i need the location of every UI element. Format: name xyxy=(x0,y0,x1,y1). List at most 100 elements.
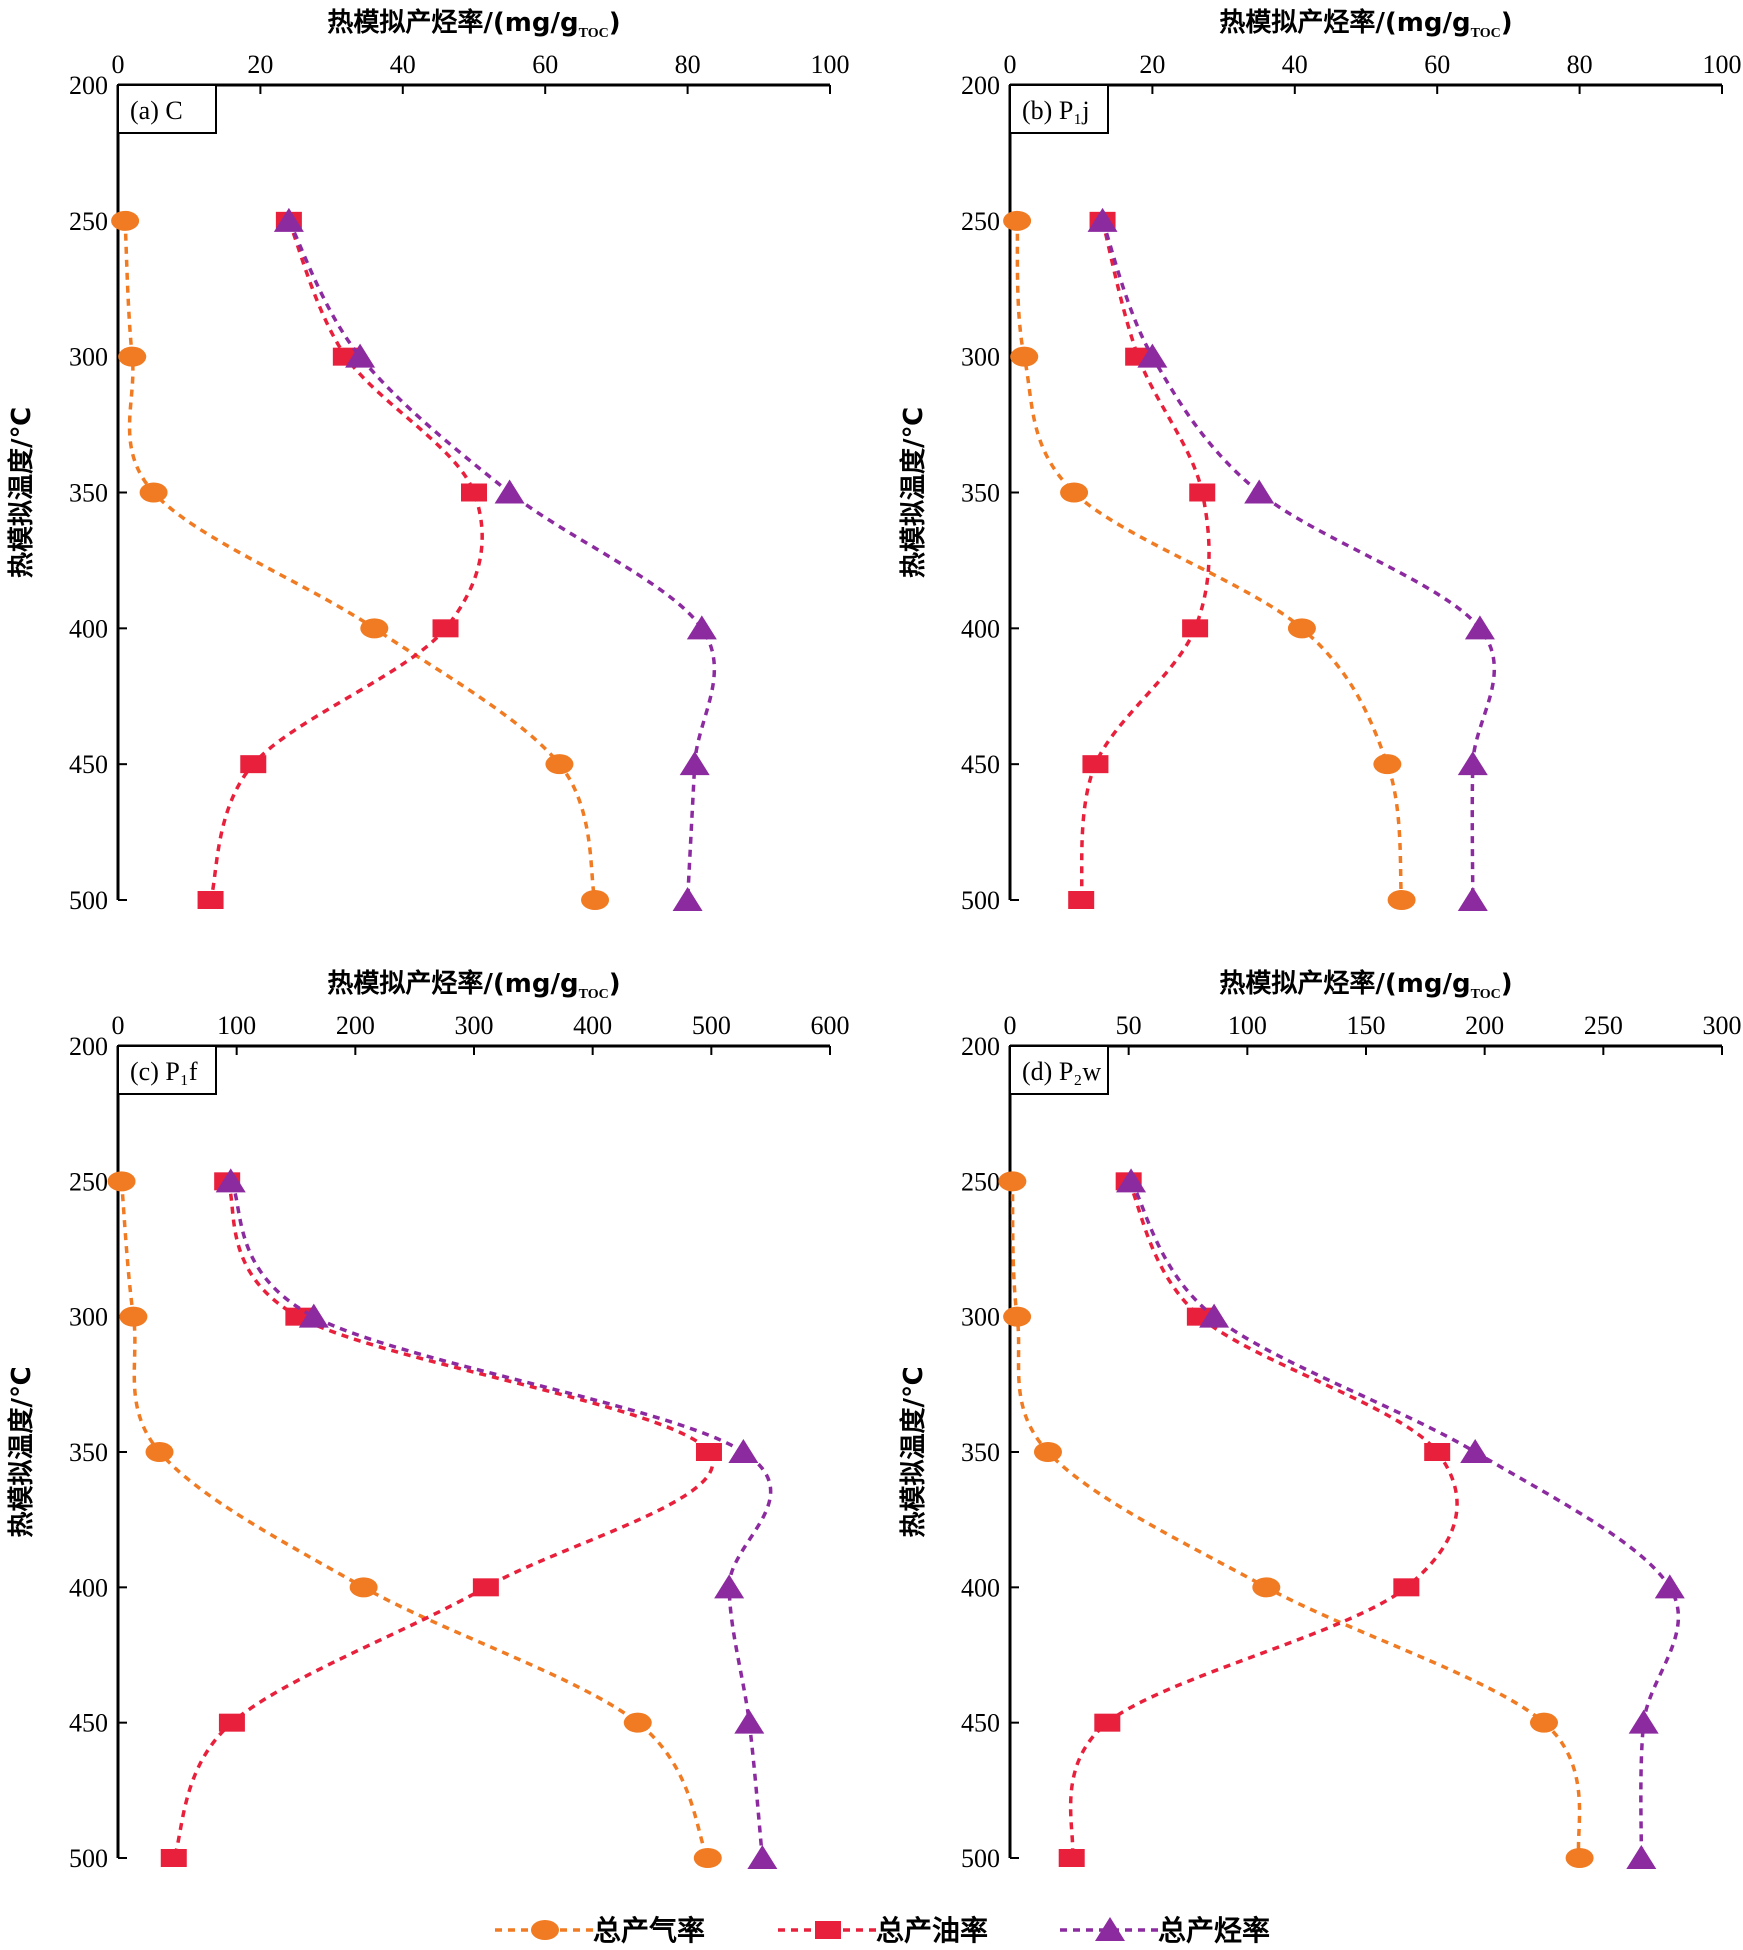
data-point-gas xyxy=(1287,618,1316,639)
data-point-gas xyxy=(1003,210,1032,231)
panel-label-frame xyxy=(117,84,217,134)
legend-marker xyxy=(815,1921,841,1939)
data-point-gas xyxy=(693,1848,722,1868)
data-point-hydrocarbon xyxy=(1460,1439,1491,1463)
x-axis-title: 热模拟产烃率/(mg/gTOC) xyxy=(1219,7,1512,41)
panel-label-box: (d) P₂w xyxy=(1009,1045,1109,1095)
series-line-oil xyxy=(1068,1180,1459,1859)
data-point-gas xyxy=(1565,1848,1594,1868)
data-point-gas xyxy=(139,482,168,503)
data-point-gas xyxy=(360,618,389,639)
y-tick-label: 350 xyxy=(961,1438,1000,1467)
series-line-gas xyxy=(1015,220,1404,901)
x-tick-label: 200 xyxy=(1465,1011,1504,1040)
x-tick-label: 300 xyxy=(1703,1011,1742,1040)
chart-panel-4: 0 50 100 150 200 250 300 200 250 300 350 400 450 500 热… xyxy=(898,968,1742,1873)
series-line-gas xyxy=(1010,1181,1582,1859)
y-tick-label: 450 xyxy=(69,750,108,779)
data-point-hydrocarbon xyxy=(1116,1168,1147,1193)
y-tick-label: 400 xyxy=(69,1573,108,1602)
data-point-hydrocarbon xyxy=(1654,1574,1685,1599)
y-tick-label: 500 xyxy=(961,886,1000,915)
x-tick-label: 600 xyxy=(811,1011,850,1040)
data-point-oil xyxy=(160,1849,187,1867)
data-point-hydrocarbon xyxy=(1626,1845,1657,1869)
chart-panel-1: 0 20 40 60 80 100 200 250 300 350 400 450 500 热模拟产烃率/… xyxy=(6,7,850,915)
series-line-oil xyxy=(208,220,484,901)
y-tick-label: 300 xyxy=(69,343,108,372)
legend: 总产气率 总产油率 总产烃率 xyxy=(495,1914,1270,1947)
series-line-hydrocarbon xyxy=(1100,220,1497,901)
y-tick-label: 350 xyxy=(961,479,1000,508)
data-point-oil xyxy=(695,1443,722,1461)
data-point-gas xyxy=(623,1712,652,1733)
y-tick-label: 500 xyxy=(961,1844,1000,1873)
panel-label: (d) P₂w xyxy=(1022,1057,1101,1086)
x-tick-label: 100 xyxy=(1703,50,1742,79)
series-line-hydrocarbon xyxy=(287,220,717,901)
series-line-oil xyxy=(1079,220,1211,901)
legend-item-hydrocarbon: 总产烃率 xyxy=(1060,1914,1270,1947)
data-point-oil xyxy=(1058,1849,1085,1867)
data-point-hydrocarbon xyxy=(1464,615,1495,640)
y-tick-label: 450 xyxy=(961,750,1000,779)
data-point-hydrocarbon xyxy=(672,887,703,911)
data-point-hydrocarbon xyxy=(1087,207,1118,232)
legend-label: 总产气率 xyxy=(593,1914,705,1947)
data-point-hydrocarbon xyxy=(679,751,710,776)
data-point-hydrocarbon xyxy=(714,1574,745,1599)
data-point-oil xyxy=(197,891,224,909)
panel-label-box: (c) P₁f xyxy=(117,1045,217,1095)
data-point-oil xyxy=(1094,1713,1121,1732)
data-point-gas xyxy=(118,346,147,367)
y-tick-label: 500 xyxy=(69,1844,108,1873)
series-line-hydrocarbon xyxy=(229,1180,773,1859)
chart-panel-3: 0 100 200 300 400 500 600 200 250 300 350 400 450 500… xyxy=(6,968,850,1873)
legend-item-oil: 总产油率 xyxy=(778,1914,988,1947)
data-point-oil xyxy=(1182,619,1209,638)
legend-label: 总产烃率 xyxy=(1158,1914,1270,1947)
y-tick-label: 250 xyxy=(69,1167,108,1196)
data-point-oil xyxy=(1082,755,1109,774)
y-tick-label: 350 xyxy=(69,479,108,508)
data-point-hydrocarbon xyxy=(1244,479,1275,504)
x-tick-label: 60 xyxy=(1424,50,1450,79)
legend-item-gas: 总产气率 xyxy=(495,1914,705,1947)
y-tick-label: 250 xyxy=(961,1167,1000,1196)
data-point-gas xyxy=(1530,1712,1558,1733)
data-point-gas xyxy=(1373,754,1402,775)
y-tick-label: 200 xyxy=(69,71,108,100)
data-point-hydrocarbon xyxy=(298,1303,329,1328)
data-point-oil xyxy=(240,755,267,774)
y-tick-label: 450 xyxy=(961,1709,1000,1738)
data-point-hydrocarbon xyxy=(686,615,717,640)
data-point-hydrocarbon xyxy=(494,479,525,504)
y-axis-title: 热模拟温度/℃ xyxy=(6,407,37,578)
y-tick-label: 500 xyxy=(69,886,108,915)
data-point-hydrocarbon xyxy=(1457,751,1488,776)
data-point-gas xyxy=(1060,482,1089,503)
x-tick-label: 80 xyxy=(675,50,701,79)
panel-label: (a) C xyxy=(130,96,183,125)
y-tick-label: 400 xyxy=(961,614,1000,643)
y-axis-title: 热模拟温度/℃ xyxy=(898,1367,929,1538)
x-axis-title: 热模拟产烃率/(mg/gTOC) xyxy=(327,968,620,1002)
data-point-hydrocarbon xyxy=(747,1845,778,1869)
y-axis-title: 热模拟温度/℃ xyxy=(6,1367,37,1538)
data-point-gas xyxy=(998,1171,1027,1192)
x-tick-label: 300 xyxy=(455,1011,494,1040)
panel-label: (b) P₁j xyxy=(1022,96,1090,125)
legend-label: 总产油率 xyxy=(876,1914,988,1947)
y-tick-label: 200 xyxy=(961,71,1000,100)
data-point-gas xyxy=(1003,1306,1032,1327)
y-tick-label: 400 xyxy=(961,1573,1000,1602)
x-tick-label: 250 xyxy=(1584,1011,1623,1040)
data-point-hydrocarbon xyxy=(215,1168,246,1193)
y-tick-label: 350 xyxy=(69,1438,108,1467)
panel-label-frame xyxy=(117,1045,217,1095)
x-tick-label: 80 xyxy=(1567,50,1593,79)
legend-marker xyxy=(531,1920,559,1940)
x-tick-label: 60 xyxy=(532,50,558,79)
data-point-gas xyxy=(111,210,140,231)
data-point-hydrocarbon xyxy=(273,207,304,232)
